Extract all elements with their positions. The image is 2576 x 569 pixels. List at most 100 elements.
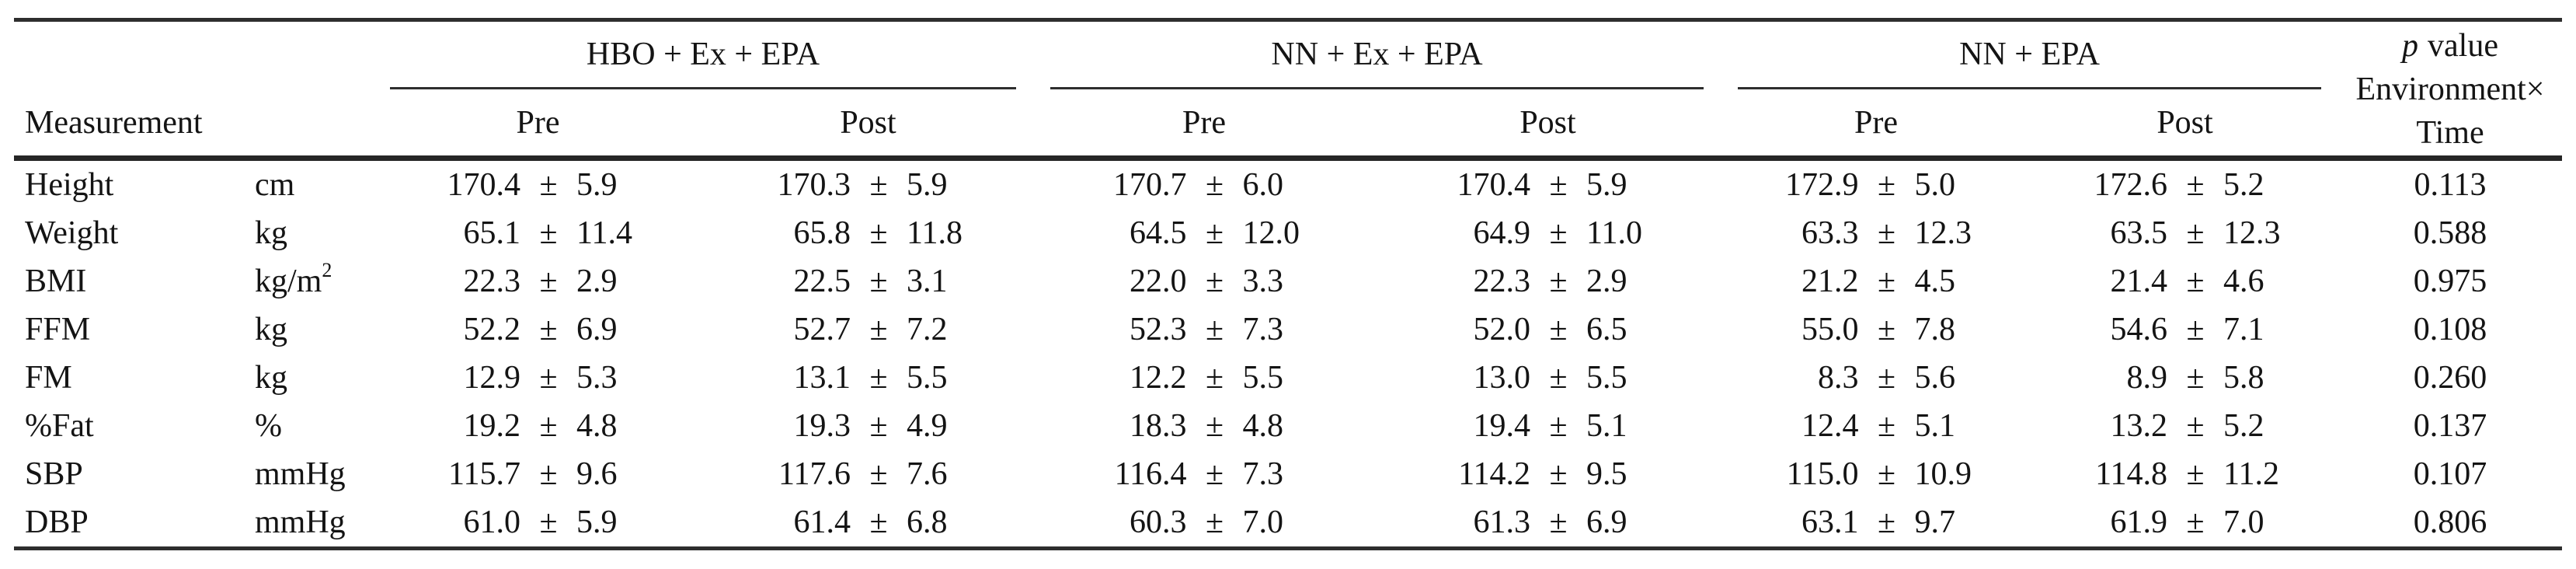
sd-value: 3.3 [1242, 264, 1284, 299]
value-cell-nn-ex-pre: 18.3 ±4.8 [1033, 402, 1375, 450]
value-cell-nn-epa-pre: 21.2 ±4.5 [1721, 257, 2031, 305]
plus-minus-sign: ± [539, 167, 558, 203]
group-label: NN + EPA [1738, 22, 2322, 89]
value-cell-hbo-post: 61.4 ±6.8 [703, 498, 1033, 549]
measurement-name: SBP [25, 456, 83, 492]
sd-value: 9.5 [1586, 456, 1627, 492]
value-cell-nn-ex-pre: 60.3 ±7.0 [1033, 498, 1375, 549]
sd-value: 12.0 [1242, 215, 1300, 251]
mean-value: 64.5 [1130, 215, 1187, 251]
sd-value: 5.2 [2223, 167, 2264, 203]
plus-minus-sign: ± [1877, 360, 1896, 396]
value-cell-nn-ex-pre: 170.7 ±6.0 [1033, 159, 1375, 210]
value-cell-hbo-post: 65.8 ±11.8 [703, 209, 1033, 257]
plus-minus-sign: ± [1549, 456, 1568, 492]
plus-minus-sign: ± [1549, 504, 1568, 540]
sd-value: 6.0 [1242, 167, 1284, 203]
table-row: Height cm 170.4 ±5.9 170.3 ±5.9 170.7 ±6.0 … [14, 159, 2562, 210]
plus-minus-sign: ± [1877, 215, 1896, 251]
sd-value: 7.0 [1242, 504, 1284, 540]
sd-value: 11.4 [576, 215, 632, 251]
p-value: 0.113 [2414, 167, 2487, 203]
plus-minus-sign: ± [869, 504, 888, 540]
mean-value: 61.3 [1473, 504, 1531, 540]
mean-value: 52.7 [793, 312, 851, 347]
sd-value: 6.9 [1586, 504, 1627, 540]
mean-value: 172.9 [1785, 167, 1859, 203]
sd-value: 11.0 [1586, 215, 1642, 251]
value-cell-nn-ex-pre: 12.2 ±5.5 [1033, 354, 1375, 402]
mean-value: 116.4 [1114, 456, 1187, 492]
plus-minus-sign: ± [869, 167, 888, 203]
plus-minus-sign: ± [1877, 167, 1896, 203]
plus-minus-sign: ± [1205, 408, 1224, 444]
value-cell-nn-ex-post: 52.0 ±6.5 [1375, 305, 1721, 354]
value-cell-hbo-post: 170.3 ±5.9 [703, 159, 1033, 210]
mean-value: 13.2 [2110, 408, 2168, 444]
value-cell-hbo-pre: 115.7 ±9.6 [373, 450, 703, 498]
mean-value: 114.2 [1458, 456, 1531, 492]
table-row: FFM kg 52.2 ±6.9 52.7 ±7.2 52.3 ±7.3 52.0 ±6… [14, 305, 2562, 354]
p-value: 0.107 [2413, 456, 2487, 492]
value-cell-nn-epa-post: 172.6 ±5.2 [2031, 159, 2338, 210]
value-cell-hbo-post: 52.7 ±7.2 [703, 305, 1033, 354]
value-cell-nn-epa-post: 54.6 ±7.1 [2031, 305, 2338, 354]
mean-value: 22.0 [1130, 264, 1187, 299]
value-cell-hbo-pre: 170.4 ±5.9 [373, 159, 703, 210]
plus-minus-sign: ± [869, 408, 888, 444]
measurement-name: Height [25, 167, 114, 203]
mean-value: 61.4 [793, 504, 851, 540]
hbo-post-header: Post [703, 89, 1034, 161]
plus-minus-sign: ± [1205, 167, 1224, 203]
sd-value: 11.8 [907, 215, 963, 251]
header-spacer [14, 20, 373, 90]
mean-value: 19.4 [1473, 408, 1531, 444]
mean-value: 19.3 [793, 408, 851, 444]
plus-minus-sign: ± [1549, 215, 1568, 251]
sd-value: 5.1 [1914, 408, 1956, 444]
value-cell-nn-ex-post: 170.4 ±5.9 [1375, 159, 1721, 210]
plus-minus-sign: ± [1205, 360, 1224, 396]
group-label: NN + Ex + EPA [1050, 22, 1704, 89]
plus-minus-sign: ± [539, 264, 558, 299]
mean-value: 170.7 [1113, 167, 1187, 203]
value-cell-nn-ex-pre: 22.0 ±3.3 [1033, 257, 1375, 305]
p-value: 0.806 [2413, 504, 2487, 540]
plus-minus-sign: ± [1877, 456, 1896, 492]
value-cell-nn-epa-post: 61.9 ±7.0 [2031, 498, 2338, 549]
sd-value: 7.2 [907, 312, 948, 347]
sd-value: 7.3 [1242, 312, 1284, 347]
sd-value: 5.0 [1914, 167, 1956, 203]
sd-value: 3.1 [907, 264, 948, 299]
mean-value: 170.4 [1457, 167, 1531, 203]
table-row: DBP mmHg 61.0 ±5.9 61.4 ±6.8 60.3 ±7.0 61.3… [14, 498, 2562, 549]
mean-value: 63.3 [1801, 215, 1859, 251]
mean-value: 63.5 [2110, 215, 2168, 251]
value-cell-nn-ex-post: 61.3 ±6.9 [1375, 498, 1721, 549]
plus-minus-sign: ± [2186, 312, 2205, 347]
nn-ex-pre-header: Pre [1033, 89, 1376, 161]
value-cell-hbo-pre: 22.3 ±2.9 [373, 257, 703, 305]
sd-value: 2.9 [1586, 264, 1627, 299]
plus-minus-sign: ± [2186, 264, 2205, 299]
mean-value: 64.9 [1473, 215, 1531, 251]
p-value: 0.260 [2413, 360, 2487, 396]
value-cell-hbo-post: 22.5 ±3.1 [703, 257, 1033, 305]
plus-minus-sign: ± [2186, 360, 2205, 396]
subheader-row: Measurement Pre Post Pre Post Pre Post [14, 89, 2562, 161]
sd-value: 5.1 [1586, 408, 1627, 444]
value-cell-hbo-post: 19.3 ±4.9 [703, 402, 1033, 450]
mean-value: 115.0 [1786, 456, 1859, 492]
value-cell-nn-ex-post: 22.3 ±2.9 [1375, 257, 1721, 305]
sd-value: 7.3 [1242, 456, 1284, 492]
plus-minus-sign: ± [539, 504, 558, 540]
table-body: Height cm 170.4 ±5.9 170.3 ±5.9 170.7 ±6.0 … [14, 159, 2562, 549]
mean-value: 63.1 [1801, 504, 1859, 540]
mean-value: 172.6 [2094, 167, 2168, 203]
unit-base: kg [255, 312, 287, 347]
plus-minus-sign: ± [1205, 264, 1224, 299]
plus-minus-sign: ± [539, 215, 558, 251]
p-value: 0.975 [2413, 264, 2487, 299]
measurement-unit: cm [255, 159, 373, 210]
measurement-name: BMI [25, 264, 87, 299]
